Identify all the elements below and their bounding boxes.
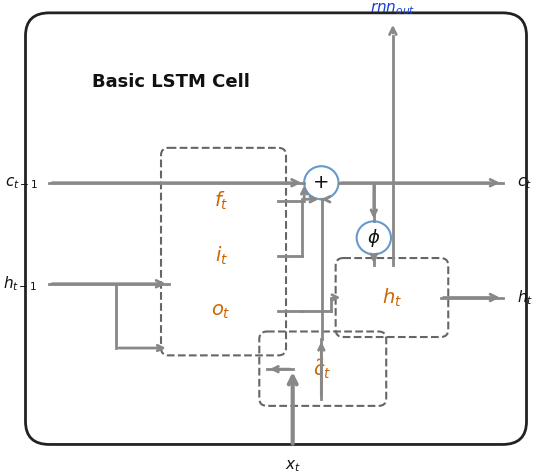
Text: $h_t$: $h_t$ [517, 288, 533, 307]
Text: +: + [313, 173, 330, 192]
Text: $\tilde{c}_t$: $\tilde{c}_t$ [313, 357, 332, 381]
Text: $f_t$: $f_t$ [214, 190, 228, 212]
Text: $h_{t-1}$: $h_{t-1}$ [3, 274, 38, 293]
Text: $\phi$: $\phi$ [367, 227, 381, 249]
Text: $c_{t-1}$: $c_{t-1}$ [4, 175, 38, 191]
Text: $rnn_{out}$: $rnn_{out}$ [370, 1, 415, 17]
Text: $o_t$: $o_t$ [211, 302, 231, 321]
Text: $i_t$: $i_t$ [214, 245, 228, 267]
Text: $h_t$: $h_t$ [382, 287, 402, 309]
Text: $x_t$: $x_t$ [285, 458, 301, 472]
Text: $c_t$: $c_t$ [517, 175, 532, 191]
Circle shape [304, 166, 339, 199]
Text: Basic LSTM Cell: Basic LSTM Cell [92, 73, 250, 91]
Circle shape [356, 221, 391, 254]
